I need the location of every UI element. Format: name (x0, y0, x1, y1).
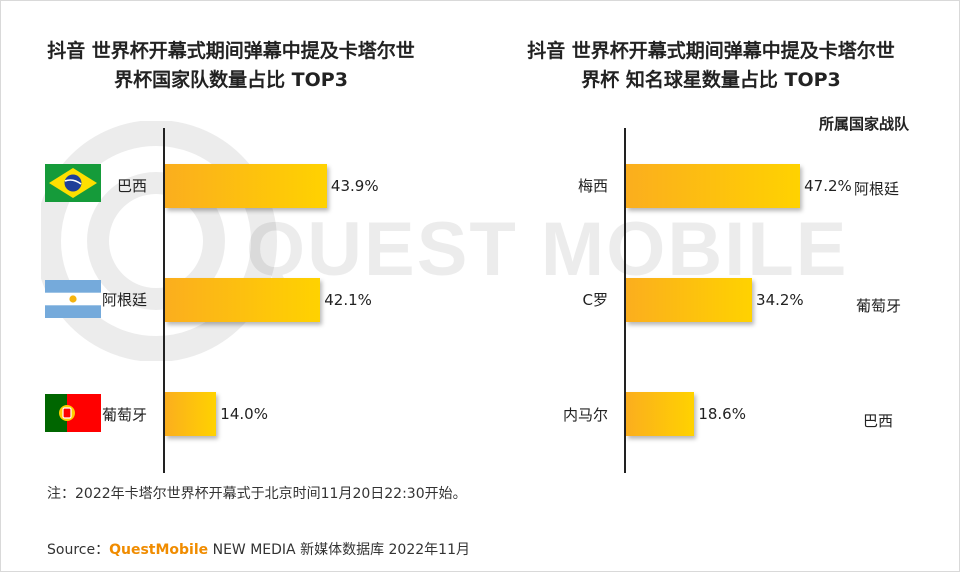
team-label-messi: 阿根廷 (854, 180, 900, 198)
bar-portugal (164, 392, 217, 436)
category-label-cronaldo: C罗 (582, 291, 608, 309)
bar-neymar (625, 392, 695, 436)
watermark-text: QUEST MOBILE (246, 207, 849, 292)
source-prefix: Source： (47, 542, 110, 558)
y-axis-line (163, 128, 165, 473)
category-label-messi: 梅西 (577, 177, 608, 195)
category-label-brazil: 巴西 (116, 177, 147, 195)
bar-brazil (164, 164, 327, 208)
brazil-flag-icon (45, 164, 101, 202)
value-label-cronaldo: 34.2% (756, 291, 804, 309)
argentina-flag-icon (45, 280, 101, 318)
value-label-portugal: 14.0% (220, 405, 268, 423)
chart-title: 抖音 世界杯开幕式期间弹幕中提及卡塔尔世 界杯国家队数量占比 TOP3 (21, 37, 441, 95)
team-column-header: 所属国家战队 (819, 115, 910, 133)
bar-argentina (164, 278, 321, 322)
chart-title-line1: 抖音 世界杯开幕式期间弹幕中提及卡塔尔世 (47, 40, 415, 62)
chart-title: 抖音 世界杯开幕式期间弹幕中提及卡塔尔世 界杯 知名球星数量占比 TOP3 (501, 37, 921, 95)
bar-messi (625, 164, 801, 208)
category-label-argentina: 阿根廷 (101, 291, 147, 309)
value-label-neymar: 18.6% (698, 405, 746, 423)
bar-cronaldo (625, 278, 753, 322)
chart-title-line2: 界杯 知名球星数量占比 TOP3 (581, 69, 841, 91)
value-label-messi: 47.2% (804, 177, 852, 195)
team-label-cronaldo: 葡萄牙 (856, 297, 902, 315)
chart-title-line1: 抖音 世界杯开幕式期间弹幕中提及卡塔尔世 (527, 40, 895, 62)
source-suffix: NEW MEDIA 新媒体数据库 2022年11月 (208, 542, 470, 558)
footnote: 注：2022年卡塔尔世界杯开幕式于北京时间11月20日22:30开始。 (47, 486, 467, 502)
category-label-portugal: 葡萄牙 (101, 406, 147, 424)
brand-name: QuestMobile (109, 542, 209, 558)
team-label-neymar: 巴西 (863, 412, 894, 430)
value-label-brazil: 43.9% (330, 177, 379, 195)
value-label-argentina: 42.1% (324, 291, 372, 309)
portugal-flag-icon (45, 394, 101, 432)
y-axis-line (624, 128, 626, 473)
category-label-neymar: 内马尔 (562, 406, 608, 424)
chart-title-line2: 界杯国家队数量占比 TOP3 (114, 69, 348, 91)
source-line: Source：QuestMobile NEW MEDIA 新媒体数据库 2022… (47, 539, 470, 559)
